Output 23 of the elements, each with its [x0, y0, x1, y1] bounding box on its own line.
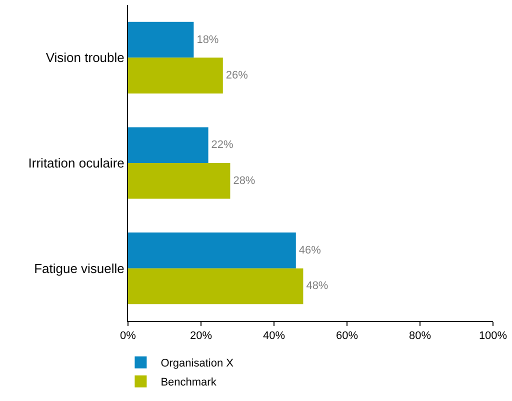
x-tick-label: 80%: [408, 330, 432, 342]
y-tick-label: Fatigue visuelle: [34, 260, 124, 276]
data-label: 22%: [211, 139, 234, 152]
bar: [128, 58, 223, 94]
x-tick-label: 60%: [336, 330, 358, 342]
bar: [128, 163, 230, 199]
data-label: 26%: [226, 70, 248, 82]
bar: [128, 22, 194, 58]
data-label: 46%: [298, 244, 322, 256]
bar: [128, 268, 304, 304]
x-tick-label: 20%: [190, 330, 212, 342]
legend-label: Benchmark: [160, 376, 217, 389]
y-tick-label: Irritation oculaire: [28, 156, 124, 171]
data-label: 48%: [306, 280, 328, 292]
data-label: 28%: [233, 174, 256, 187]
x-tick-label: 100%: [478, 330, 508, 342]
bar: [128, 232, 296, 268]
x-tick-label: 40%: [262, 330, 286, 342]
x-tick-label: 0%: [120, 330, 136, 342]
bar: [128, 127, 208, 163]
data-label: 18%: [196, 34, 219, 46]
legend-label: Organisation X: [160, 358, 234, 370]
y-tick-label: Vision trouble: [46, 50, 124, 66]
